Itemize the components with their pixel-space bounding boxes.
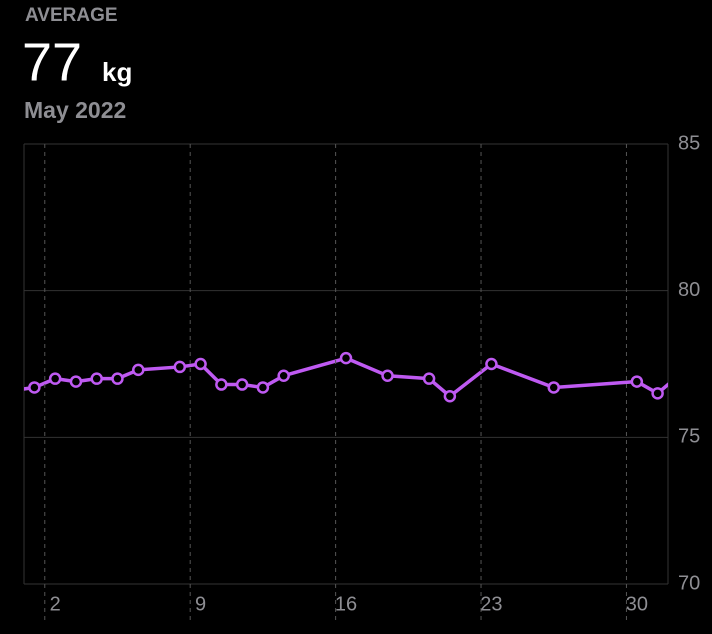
x-tick-label: 2 <box>50 593 61 615</box>
x-tick-label: 30 <box>626 593 648 615</box>
y-tick-label: 70 <box>678 572 700 594</box>
data-point <box>69 375 83 388</box>
period: May 2022 <box>24 97 126 123</box>
x-tick-label: 9 <box>195 593 206 615</box>
average-unit: kg <box>102 57 132 87</box>
data-point <box>422 372 436 385</box>
data-line <box>24 356 668 399</box>
data-point <box>339 351 353 365</box>
data-point <box>651 387 664 400</box>
data-point <box>28 381 41 394</box>
average-label: AVERAGE <box>25 5 118 26</box>
data-point <box>215 378 228 391</box>
plot-area <box>9 351 683 403</box>
data-point <box>90 372 103 385</box>
data-point <box>9 385 19 395</box>
data-point <box>277 369 290 382</box>
data-point <box>443 390 457 403</box>
y-tick-label: 75 <box>678 426 700 448</box>
data-point <box>235 378 249 391</box>
data-point <box>256 381 270 394</box>
x-tick-label: 23 <box>480 593 502 615</box>
y-tick-label: 80 <box>678 279 700 301</box>
data-point <box>111 372 124 385</box>
data-point <box>132 363 145 377</box>
data-point <box>630 375 644 388</box>
data-point <box>485 357 498 371</box>
data-point <box>48 372 62 385</box>
data-point <box>173 360 187 374</box>
data-point <box>381 369 394 382</box>
data-point <box>673 371 683 381</box>
data-point <box>547 381 560 394</box>
x-tick-label: 16 <box>335 593 357 615</box>
data-point <box>194 357 207 371</box>
y-tick-label: 85 <box>678 132 700 154</box>
average-value: 77 <box>22 32 82 92</box>
